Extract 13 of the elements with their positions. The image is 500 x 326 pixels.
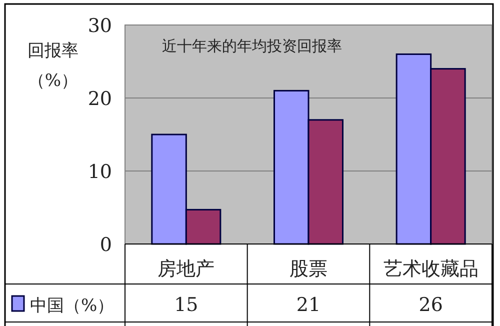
y-tick-label: 20 — [88, 88, 112, 110]
data-label: 26 — [418, 294, 443, 316]
y-tick-label: 30 — [88, 15, 112, 37]
x-tick-label: 股票 — [290, 258, 328, 280]
data-label: 15 — [174, 294, 198, 316]
y-axis-title: 回报率（%） — [26, 40, 80, 93]
y-tick-label: 0 — [100, 234, 112, 256]
data-label: 21 — [296, 294, 321, 316]
text: 近十年来的年均投资回报率 — [162, 37, 342, 55]
x-tick-label: 房地产 — [158, 258, 215, 280]
x-tick-label: 艺术收藏品 — [383, 258, 478, 280]
y-tick-label: 10 — [88, 161, 112, 183]
legend-label: 中国（%） — [30, 296, 114, 316]
